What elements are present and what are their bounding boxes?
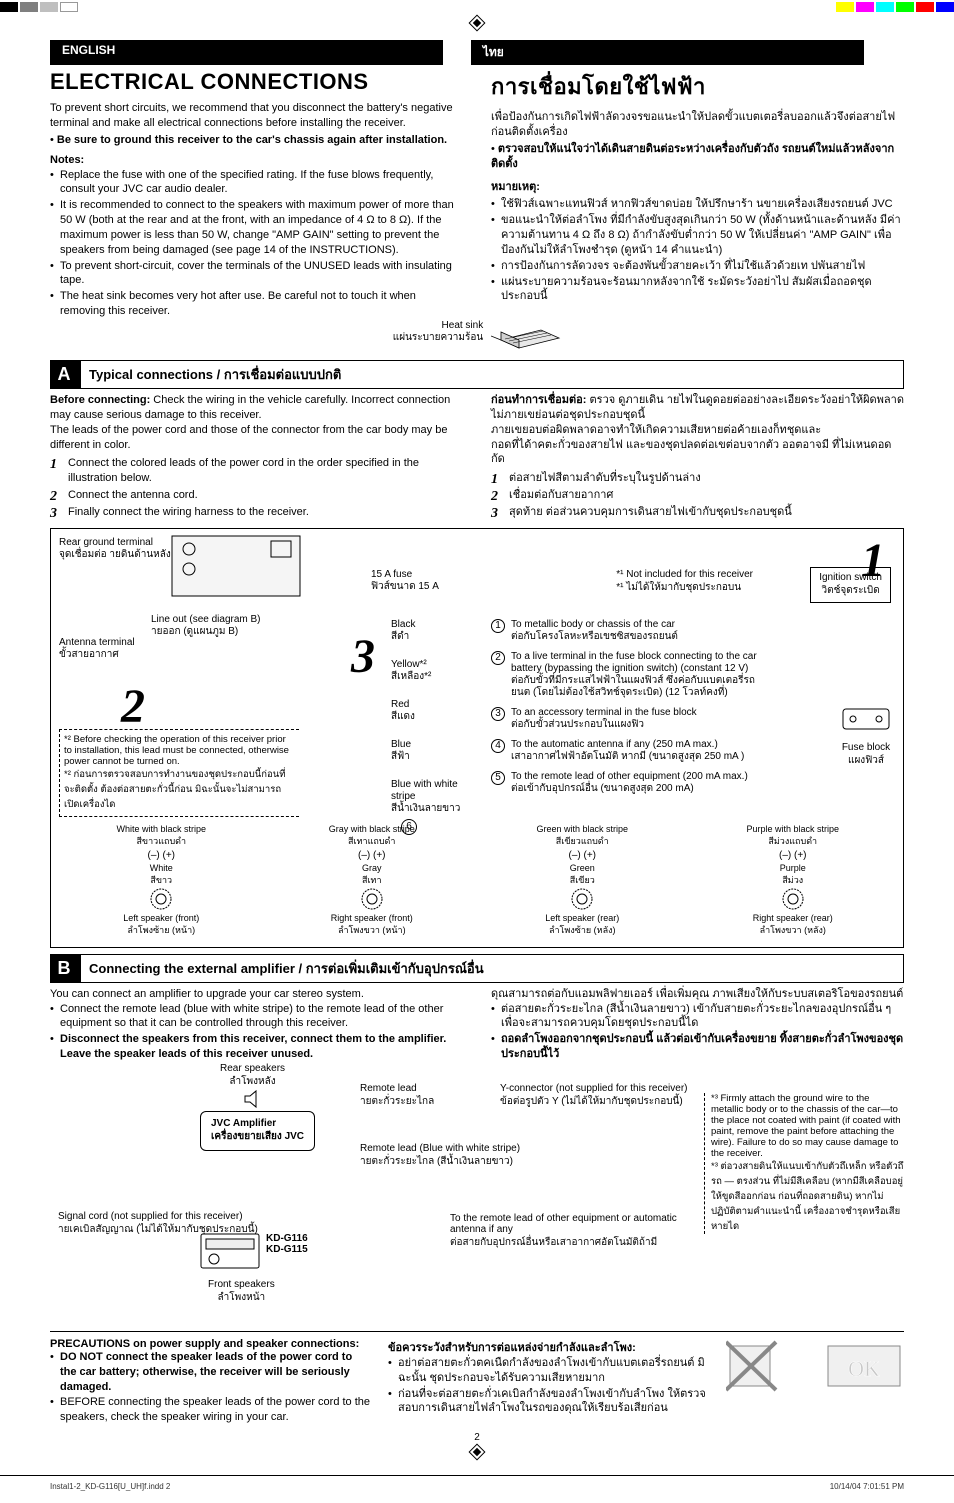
remote-lead-label: Remote lead ายตะกั่วระยะไกล bbox=[360, 1083, 434, 1109]
notes-en: Replace the fuse with one of the specifi… bbox=[50, 168, 463, 319]
footer: Instal1-2_KD-G116[U_UH]f.indd 2 10/14/04… bbox=[0, 1475, 954, 1493]
footer-date: 10/14/04 7:01:51 PM bbox=[830, 1482, 904, 1491]
lang-header: ENGLISH ไทย bbox=[50, 40, 904, 65]
antenna-label: Antenna terminal ขั้วสายอากาศ bbox=[59, 637, 135, 661]
title-th: การเชื่อมโดยใช้ไฟฟ้า bbox=[491, 69, 904, 104]
wire-colors: BlackสีดำYellow*²สีเหลือง*²RedสีแดงBlueส… bbox=[391, 619, 481, 831]
precautions: PRECAUTIONS on power supply and speaker … bbox=[50, 1331, 904, 1426]
not-included-label: *¹ Not included for this receiver *¹ ไม่… bbox=[616, 569, 753, 595]
lang-tab-th: ไทย bbox=[471, 40, 864, 65]
to-remote-label: To the remote lead of other equipment or… bbox=[450, 1213, 710, 1250]
svg-text:OK: OK bbox=[848, 1356, 880, 1381]
rear-sp-label: Rear speakers ลำโพงหลัง bbox=[220, 1063, 285, 1112]
steps-th: 1ต่อสายไฟสีตามลำดับที่ระบุในรูปด้านล่าง … bbox=[491, 471, 904, 520]
diagram-a: 1 2 3 Rear ground terminal จุดเชื่อมต่อ … bbox=[50, 528, 904, 948]
registration-mark bbox=[0, 16, 954, 32]
rear-ground-label: Rear ground terminal จุดเชื่อมต่อ ายดินด… bbox=[59, 537, 171, 561]
notes-hd-th: หมายเหตุ: bbox=[491, 177, 904, 195]
crossed-out-icon bbox=[726, 1338, 806, 1394]
diagram-b: Rear speakers ลำโพงหลัง JVC Amplifier เค… bbox=[50, 1063, 904, 1323]
big-3: 3 bbox=[351, 629, 375, 684]
wire-descs: 1To metallic body or chassis of the carต… bbox=[491, 619, 763, 803]
lang-tab-en: ENGLISH bbox=[50, 40, 443, 65]
steps-en: 1Connect the colored leads of the power … bbox=[50, 456, 463, 519]
fuse-block-label: Fuse block แผงฟิวส์ bbox=[841, 699, 891, 768]
title-en: ELECTRICAL CONNECTIONS bbox=[50, 69, 463, 95]
model-labels: KD-G116 KD-G115 bbox=[200, 1233, 308, 1269]
lineout-label: Line out (see diagram B) ายออก (ดูแผนภูม… bbox=[151, 614, 261, 638]
fuse-label: 15 A fuse ฟิวส์ขนาด 15 A bbox=[371, 569, 439, 593]
cal-right bbox=[836, 2, 954, 12]
ycon-label: Y-connector (not supplied for this recei… bbox=[500, 1083, 688, 1109]
footnote-star2: *² Before checking the operation of this… bbox=[59, 729, 299, 817]
notes-th: ใช้ฟิวส์เฉพาะแทนฟิวส์ หากฟิวส์ขาดบ่อย ให… bbox=[491, 197, 904, 304]
section-b-header: B Connecting the external amplifier / กา… bbox=[50, 954, 904, 983]
intro2-th: ตรวจสอบให้แน่ใจว่าได้เดินสายดินต่อระหว่า… bbox=[491, 143, 894, 170]
notes-hd-en: Notes: bbox=[50, 154, 463, 166]
front-sp-label: Front speakers ลำโพงหน้า bbox=[208, 1279, 275, 1305]
footnote-star3: *³ Firmly attach the ground wire to the … bbox=[704, 1093, 904, 1234]
cal-left bbox=[0, 2, 78, 12]
heat-sink-icon bbox=[491, 310, 561, 354]
intro1-th: เพื่อป้องกันการเกิดไฟฟ้าลัดวงจรขอแนะนำให… bbox=[491, 110, 904, 140]
intro1-en: To prevent short circuits, we recommend … bbox=[50, 101, 463, 131]
ok-icon: OK bbox=[824, 1338, 904, 1394]
big-2: 2 bbox=[121, 679, 145, 734]
receiver-chassis-icon bbox=[171, 535, 301, 605]
speaker-row: White with black stripeสีขาวแถบดำ(–) (+)… bbox=[59, 824, 895, 937]
remote-blue-label: Remote lead (Blue with white stripe) ายต… bbox=[360, 1143, 520, 1169]
footer-file: Instal1-2_KD-G116[U_UH]f.indd 2 bbox=[50, 1482, 170, 1491]
fuse-block-icon bbox=[841, 699, 891, 739]
page-number: 2 bbox=[50, 1432, 904, 1443]
amp-box: JVC Amplifier เครื่องขยายเสียง JVC bbox=[200, 1111, 315, 1151]
ignition-label: Ignition switch วิตช์จุดระเบิด bbox=[810, 567, 891, 603]
registration-mark-bottom bbox=[0, 1445, 954, 1461]
heat-sink-label: Heat sink แผ่นระบายความร้อน bbox=[393, 320, 483, 344]
section-a-header: A Typical connections / การเชื่อมต่อแบบป… bbox=[50, 360, 904, 389]
intro2-en: Be sure to ground this receiver to the c… bbox=[57, 134, 447, 146]
calibration-bar bbox=[0, 0, 954, 14]
